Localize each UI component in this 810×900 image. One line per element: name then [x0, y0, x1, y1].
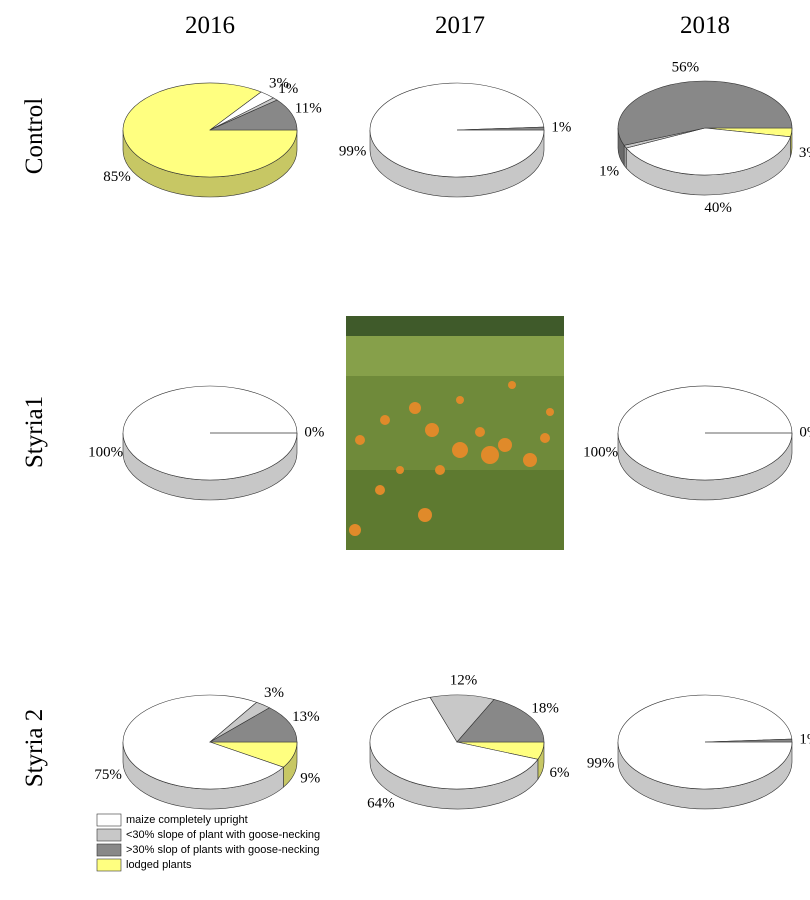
data-label: 0%: [799, 424, 810, 440]
data-label: 100%: [583, 444, 618, 460]
figure: 2016 2017 2018 Control Styria1 Styria 2 …: [0, 0, 810, 900]
legend-swatch: [97, 814, 121, 826]
legend-swatch: [97, 859, 121, 871]
data-label: 0%: [304, 424, 324, 440]
data-label: 12%: [450, 672, 478, 688]
data-label: 99%: [587, 755, 615, 771]
data-label: 3%: [264, 685, 284, 701]
column-header: 2018: [680, 12, 730, 39]
pie-slice: [123, 386, 297, 500]
row-header: Control: [21, 98, 48, 174]
data-label: 18%: [531, 701, 559, 717]
legend-label: lodged plants: [126, 859, 192, 871]
row-header: Styria 2: [21, 709, 48, 787]
column-header: 2017: [435, 12, 485, 39]
data-label: 100%: [88, 444, 123, 460]
data-label: 6%: [550, 765, 570, 781]
pie-slice: [618, 695, 792, 809]
pie-slice: [370, 83, 544, 197]
column-header: 2016: [185, 12, 235, 39]
data-label: 40%: [704, 200, 732, 216]
data-label: 1%: [551, 120, 571, 136]
row-header: Styria1: [21, 396, 48, 468]
data-label: 9%: [300, 770, 320, 786]
legend-swatch: [97, 829, 121, 841]
legend: maize completely upright <30% slope of pl…: [97, 814, 320, 871]
legend-label: maize completely upright: [126, 814, 248, 826]
data-label: 11%: [295, 101, 322, 117]
legend-swatch: [97, 844, 121, 856]
data-label: 99%: [339, 143, 367, 159]
legend-label: <30% slope of plant with goose-necking: [126, 829, 320, 841]
data-label: 1%: [278, 81, 298, 97]
data-label: 1%: [799, 732, 810, 748]
field-photo: [346, 316, 564, 550]
legend-label: >30% slop of plants with goose-necking: [126, 844, 320, 856]
data-label: 64%: [367, 795, 395, 811]
pie-slice: [618, 386, 792, 500]
data-label: 1%: [599, 164, 619, 180]
data-label: 75%: [94, 767, 122, 783]
data-label: 56%: [672, 59, 700, 75]
data-label: 85%: [103, 169, 131, 185]
data-label: 3%: [799, 145, 810, 161]
data-label: 13%: [292, 709, 320, 725]
